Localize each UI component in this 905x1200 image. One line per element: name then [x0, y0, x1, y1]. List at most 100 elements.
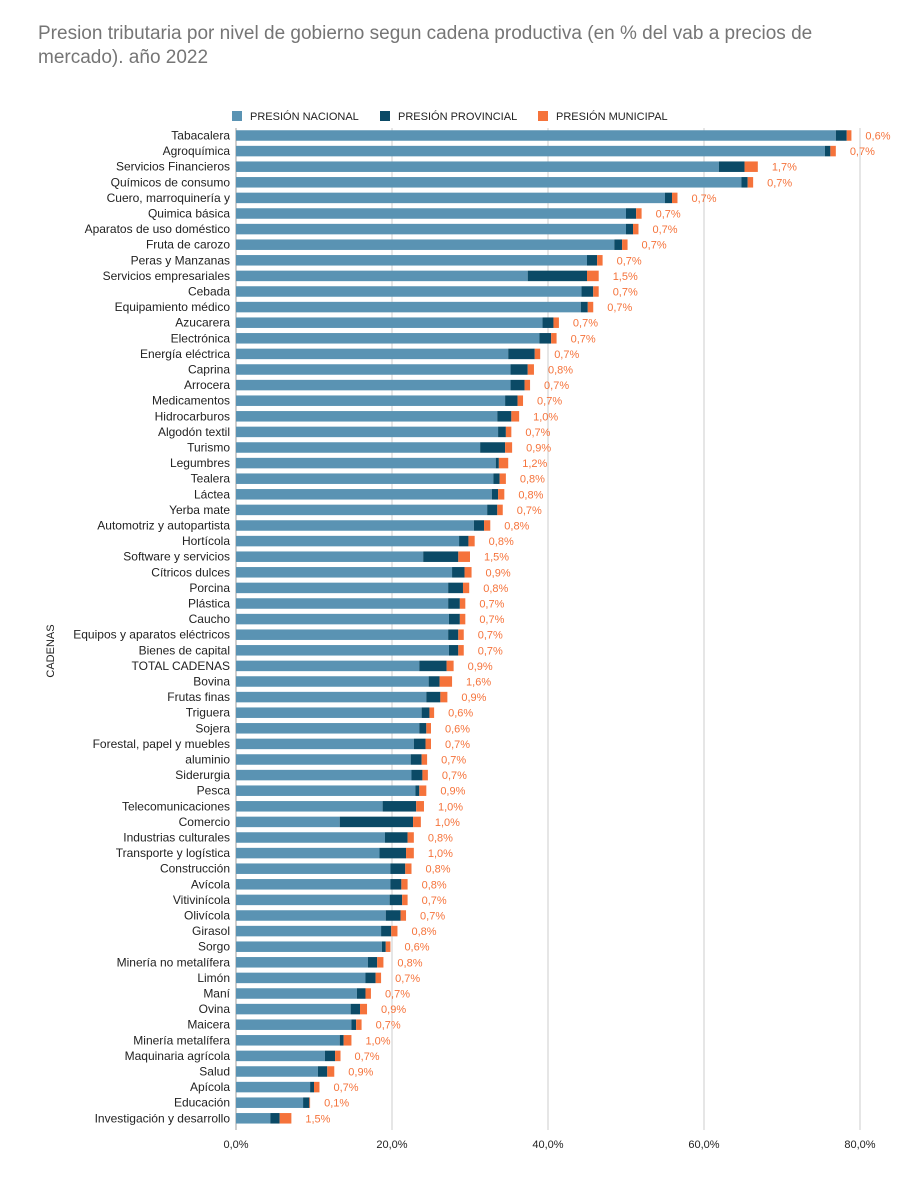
bar-segment	[626, 223, 634, 235]
category-label: Minería metalífera	[133, 1033, 230, 1047]
x-tick-label: 40,0%	[532, 1139, 563, 1151]
data-label: 0,7%	[571, 333, 596, 345]
x-axis-ticks: 0,0% 20,0% 40,0% 60,0% 80,0%	[223, 1139, 875, 1151]
bar-segment	[458, 551, 470, 562]
bar-segment	[593, 286, 599, 297]
bar-segment	[633, 223, 639, 235]
bar-segment	[497, 411, 512, 422]
data-label: 0,6%	[445, 723, 470, 735]
data-label: 0,9%	[486, 567, 511, 579]
y-axis-title: CADENAS	[45, 624, 57, 677]
bar-segment	[236, 801, 383, 812]
bar-segment	[236, 442, 481, 453]
bar-segment	[846, 130, 852, 141]
category-label: Forestal, papel y muebles	[93, 737, 230, 751]
bar-segment	[236, 613, 449, 625]
bar-segment	[425, 738, 431, 750]
bar-segment	[597, 255, 603, 266]
bar-segment	[835, 130, 847, 141]
bar-segment	[236, 691, 427, 703]
bar-segment	[587, 270, 599, 282]
bar-segment	[459, 598, 466, 609]
bar-segment	[356, 988, 366, 999]
bar-segment	[415, 785, 420, 796]
category-label: Maní	[203, 987, 230, 1001]
bar-segment	[236, 1003, 351, 1015]
chart-title: Presion tributaria por nivel de gobierno…	[38, 23, 813, 68]
data-label: 0,9%	[461, 692, 486, 704]
data-label: 0,6%	[404, 942, 429, 954]
bar-segment	[741, 177, 748, 188]
data-label: 1,7%	[772, 162, 797, 174]
data-label: 1,5%	[305, 1113, 330, 1125]
category-label: Limón	[197, 971, 230, 985]
category-label: Cuero, marroquinería y	[107, 191, 230, 205]
bar-segment	[236, 1066, 318, 1077]
bar-segment	[413, 738, 426, 750]
bar-segment	[505, 426, 512, 438]
data-label: 0,7%	[420, 911, 445, 923]
bar-segment	[419, 723, 427, 734]
bar-segment	[484, 520, 491, 531]
bar-segment	[236, 972, 366, 984]
category-label: Minería no metalífera	[117, 955, 231, 969]
data-label: 1,5%	[484, 552, 509, 564]
data-label: 0,9%	[381, 1004, 406, 1016]
data-label: 0,7%	[479, 614, 504, 626]
bar-segment	[236, 411, 498, 422]
bar-segment	[458, 629, 464, 640]
bar-segment	[446, 660, 454, 672]
category-label: Girasol	[192, 924, 230, 938]
data-label: 0,7%	[479, 599, 504, 611]
category-label: Electrónica	[171, 331, 231, 345]
bar-segment	[452, 567, 465, 578]
bar-segment	[236, 925, 382, 937]
bar-segment	[459, 535, 469, 547]
category-label: Azucarera	[175, 316, 230, 330]
bar-segment	[402, 894, 408, 906]
legend-label: PRESIÓN NACIONAL	[250, 110, 359, 123]
bar-segment	[495, 457, 499, 469]
category-label: Láctea	[194, 487, 230, 501]
bar-segment	[390, 863, 406, 874]
bar-segment	[510, 379, 525, 391]
data-label: 0,7%	[691, 193, 716, 205]
data-label: 0,7%	[395, 973, 420, 985]
data-label: 0,8%	[548, 365, 573, 377]
bar-segment	[381, 925, 392, 937]
category-label: Sorgo	[198, 940, 230, 954]
category-label: Cebada	[188, 285, 230, 299]
data-label: 1,0%	[438, 801, 463, 813]
bar-segment	[236, 754, 411, 765]
bar-segment	[587, 255, 598, 266]
category-label: Investigación y desarrollo	[95, 1111, 231, 1125]
bar-segment	[551, 333, 557, 344]
category-label: Salud	[199, 1065, 230, 1079]
data-label: 0,7%	[445, 739, 470, 751]
bar-segment	[279, 1113, 292, 1124]
data-label: 0,7%	[607, 302, 632, 314]
bar-segment	[527, 364, 534, 375]
bar-segment	[236, 395, 506, 406]
category-label: Automotriz y autopartista	[97, 519, 230, 533]
x-tick-label: 80,0%	[844, 1139, 875, 1151]
bar-segment	[389, 894, 403, 906]
bar-segment	[439, 676, 453, 687]
bar-segment	[303, 1097, 310, 1108]
bar-segment	[421, 707, 430, 718]
bar-segment	[236, 317, 543, 328]
data-label: 1,0%	[533, 411, 558, 423]
bar-segment	[236, 255, 587, 266]
bar-segment	[236, 598, 449, 609]
bar-segment	[236, 769, 412, 781]
data-label: 0,8%	[411, 926, 436, 938]
data-label: 1,0%	[428, 848, 453, 860]
data-label: 0,7%	[355, 1051, 380, 1063]
category-label: Vitivinícola	[173, 893, 230, 907]
legend-swatch	[232, 111, 242, 121]
bar-segment	[236, 567, 453, 578]
bar-segment	[539, 333, 552, 344]
bar-segment	[236, 660, 420, 672]
bar-segment	[459, 613, 466, 625]
